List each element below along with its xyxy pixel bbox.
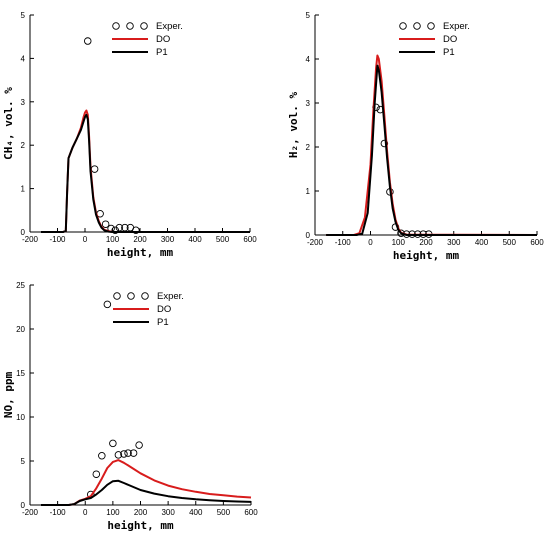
chart-2: -200 -100 0 100 200 300 400 500 600 0 1 2 3 4 5 height,… xyxy=(287,11,544,262)
y-axis-label: CH₄, vol. % xyxy=(2,87,15,160)
legend-entry: Exper. xyxy=(156,21,183,32)
x-tick-label: 200 xyxy=(133,235,147,244)
x-axis-label: height, mm xyxy=(107,246,174,259)
chart-3: -200 -100 0 100 200 300 400 500 600 0 5 10 15 20 25 hei… xyxy=(2,281,258,532)
exper-data-point xyxy=(120,450,128,458)
x-tick-label: 200 xyxy=(134,508,148,517)
series-line-do xyxy=(326,54,538,236)
legend-entry: DO xyxy=(157,304,171,315)
exper-data-point xyxy=(111,226,119,235)
y-tick-label: 0 xyxy=(306,231,311,240)
x-tick-label: 100 xyxy=(106,235,120,244)
legend-entry: Exper. xyxy=(157,291,184,302)
x-tick-label: -100 xyxy=(49,235,66,244)
x-tick-label: 500 xyxy=(216,235,230,244)
y-tick-label: 5 xyxy=(21,457,26,466)
exper-data-point xyxy=(129,449,138,457)
x-tick-label: 400 xyxy=(475,238,489,247)
x-tick-label: 300 xyxy=(161,508,175,517)
series-line-p1 xyxy=(326,64,537,236)
legend-entry: P1 xyxy=(157,317,169,328)
series-line-do xyxy=(41,109,250,233)
legend-marker xyxy=(140,22,148,30)
x-tick-label: 0 xyxy=(83,235,88,244)
legend-marker xyxy=(413,22,421,30)
y-tick-label: 4 xyxy=(306,55,311,64)
y-tick-label: 1 xyxy=(306,187,311,196)
x-tick-label: 100 xyxy=(106,508,120,517)
exper-data-point xyxy=(92,470,101,478)
y-tick-label: 5 xyxy=(21,11,26,20)
x-axis-label: height, mm xyxy=(107,519,174,532)
series-line-p1 xyxy=(41,113,250,233)
exper-data-point xyxy=(114,451,123,459)
series-line-p1 xyxy=(41,479,252,506)
legend-marker xyxy=(112,22,120,30)
x-tick-label: -100 xyxy=(50,508,67,517)
exper-data-point xyxy=(101,220,110,228)
y-tick-label: 2 xyxy=(21,141,26,150)
y-tick-label: 2 xyxy=(306,143,311,152)
x-tick-label: 0 xyxy=(368,238,373,247)
series-line-do xyxy=(41,459,252,506)
exper-data-point xyxy=(83,37,92,45)
legend-marker xyxy=(113,292,121,300)
x-tick-label: -200 xyxy=(307,238,324,247)
exper-data-point xyxy=(109,439,117,448)
legend-entry: DO xyxy=(156,34,170,45)
y-tick-label: 25 xyxy=(16,281,25,290)
x-tick-label: 300 xyxy=(447,238,461,247)
y-tick-label: 1 xyxy=(21,185,26,194)
x-tick-label: 500 xyxy=(503,238,517,247)
legend-marker xyxy=(399,22,407,30)
x-tick-label: 400 xyxy=(188,235,202,244)
x-tick-label: 600 xyxy=(244,508,258,517)
chart-1: -200 -100 0 100 200 300 400 500 600 0 1 2 3 4 5 height,… xyxy=(2,11,257,259)
y-tick-label: 3 xyxy=(306,99,311,108)
legend-marker xyxy=(126,22,134,30)
y-tick-label: 20 xyxy=(16,325,25,334)
legend-entry: P1 xyxy=(443,47,455,58)
legend-marker xyxy=(127,292,135,300)
exper-data-point xyxy=(132,226,140,235)
y-tick-label: 10 xyxy=(16,413,25,422)
legend: Exper. DO P1 xyxy=(399,21,470,58)
x-tick-label: 600 xyxy=(243,235,257,244)
x-tick-label: -100 xyxy=(335,238,352,247)
x-tick-label: 200 xyxy=(419,238,433,247)
exper-data-point xyxy=(98,451,106,460)
y-tick-label: 4 xyxy=(21,54,26,63)
x-tick-label: 500 xyxy=(217,508,231,517)
legend-entry: P1 xyxy=(156,47,168,58)
legend-entry: Exper. xyxy=(443,21,470,32)
exper-data-point xyxy=(121,223,129,232)
exper-data-point xyxy=(90,165,99,173)
legend-marker xyxy=(427,22,435,30)
legend: Exper. DO P1 xyxy=(112,21,183,58)
exper-data-point xyxy=(380,139,389,148)
y-tick-label: 0 xyxy=(21,228,26,237)
y-tick-label: 0 xyxy=(21,501,26,510)
legend-entry: DO xyxy=(443,34,457,45)
x-tick-label: -200 xyxy=(22,508,39,517)
y-tick-label: 15 xyxy=(16,369,25,378)
exper-data-point xyxy=(124,449,132,457)
x-tick-label: -200 xyxy=(22,235,39,244)
legend-marker xyxy=(141,292,149,300)
y-tick-label: 3 xyxy=(21,98,26,107)
exper-data-point xyxy=(135,441,143,449)
x-tick-label: 600 xyxy=(530,238,544,247)
legend: Exper. DO P1 xyxy=(113,291,184,328)
y-tick-label: 5 xyxy=(306,11,311,20)
x-tick-label: 100 xyxy=(392,238,406,247)
x-tick-label: 0 xyxy=(83,508,88,517)
x-tick-label: 300 xyxy=(161,235,175,244)
y-axis-label: H₂, vol. % xyxy=(287,92,300,159)
exper-data-point xyxy=(103,300,112,309)
y-axis-label: NO, ppm xyxy=(2,371,15,418)
x-axis-label: height, mm xyxy=(393,249,460,262)
x-tick-label: 400 xyxy=(189,508,203,517)
exper-data-point xyxy=(115,223,124,232)
